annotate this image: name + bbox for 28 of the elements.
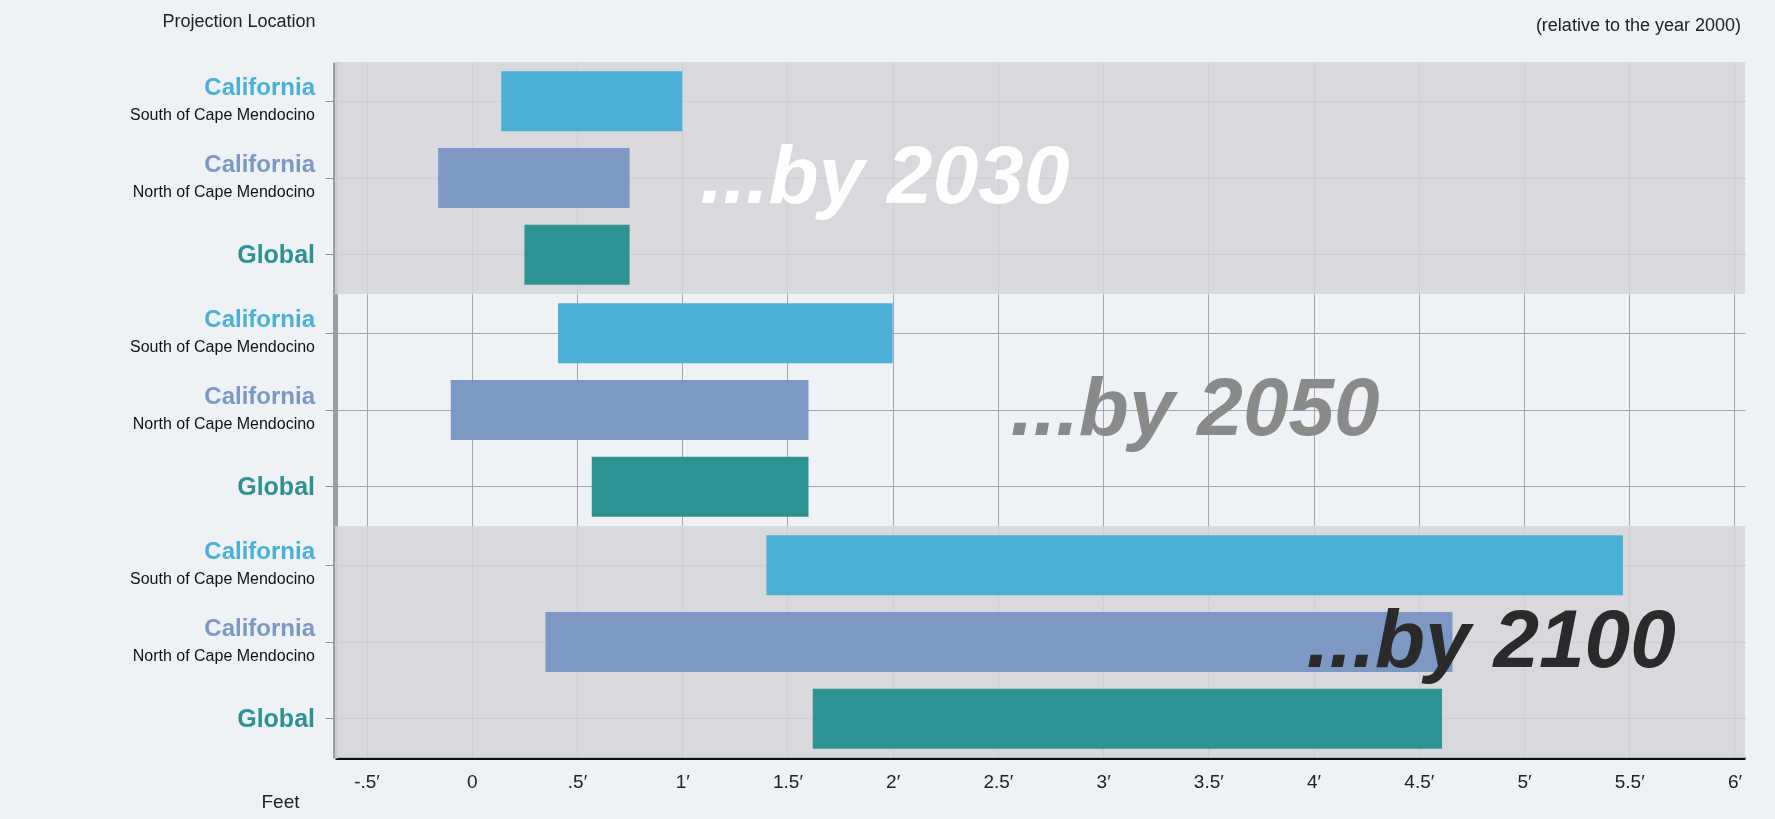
x-tick-label: 2′ (886, 770, 901, 792)
y-tick-label: California North of Cape Mendocino (132, 150, 316, 200)
y-tick-label: Global (237, 471, 315, 500)
y-tick-label: California North of Cape Mendocino (132, 614, 316, 664)
x-tick-label: 0 (467, 770, 478, 792)
bar (812, 688, 1442, 749)
x-axis-title: Feet (261, 790, 301, 812)
y-tick-label: California South of Cape Mendocino (129, 537, 316, 588)
x-tick-label: 5.5′ (1614, 770, 1646, 792)
y-tick-label: California South of Cape Mendocino (129, 73, 316, 124)
x-tick-label: 4.5′ (1404, 770, 1435, 792)
x-tick-label: 3.5′ (1193, 770, 1225, 792)
y-tick-label: California South of Cape Mendocino (129, 305, 316, 356)
y-tick-label: Global (237, 239, 315, 268)
x-tick-label: 6′ (1727, 770, 1743, 792)
x-tick-label: -.5′ (354, 770, 381, 792)
x-tick-label: .5′ (567, 770, 588, 792)
y-tick-label: California North of Cape Mendocino (132, 382, 316, 432)
text: (relative to the year 2000) (1535, 15, 1741, 35)
y-axis-title: Projection Location (162, 10, 316, 31)
y-tick-label: Global (237, 703, 315, 732)
x-tick-label: 4′ (1307, 770, 1322, 792)
x-tick-label: 2.5′ (983, 770, 1014, 792)
x-tick-label: 1.5′ (772, 770, 804, 792)
x-tick-label: 5′ (1517, 770, 1533, 792)
bar (766, 535, 1623, 596)
x-tick-label: 3′ (1096, 770, 1112, 792)
x-tick-label: 1′ (675, 770, 691, 792)
